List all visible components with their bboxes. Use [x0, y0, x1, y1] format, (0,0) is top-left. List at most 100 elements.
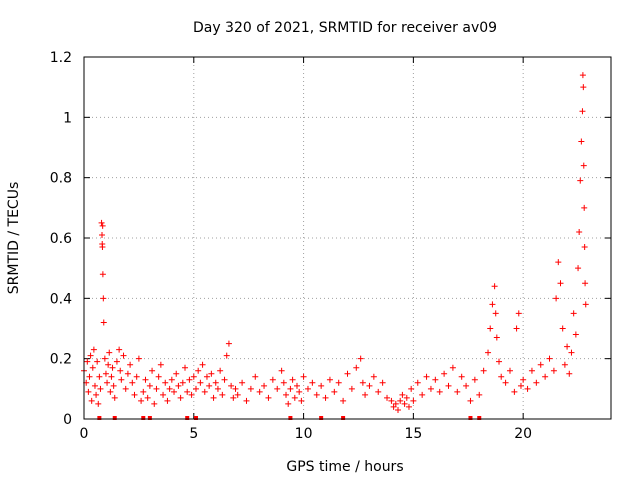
- data-point: [537, 361, 544, 368]
- data-point: [138, 397, 145, 404]
- data-point: [95, 400, 102, 407]
- data-point: [173, 370, 180, 377]
- data-point: [580, 162, 587, 169]
- y-tick-label: 1: [63, 110, 72, 126]
- data-point: [577, 177, 584, 184]
- data-point: [86, 373, 93, 380]
- data-point: [109, 364, 116, 371]
- plot-frame: [83, 56, 612, 420]
- data-point: [579, 108, 586, 115]
- baseline-marker: [97, 416, 102, 420]
- data-point: [578, 138, 585, 145]
- y-tick-label: 1.2: [50, 50, 72, 66]
- data-point: [357, 355, 364, 362]
- data-point: [463, 382, 470, 389]
- data-point: [432, 376, 439, 383]
- data-point: [487, 325, 494, 332]
- baseline-marker: [141, 416, 146, 420]
- data-point: [197, 379, 204, 386]
- data-point: [454, 388, 461, 395]
- data-point: [118, 376, 125, 383]
- x-tick-label: 0: [80, 426, 89, 442]
- data-point: [326, 376, 333, 383]
- data-point: [160, 391, 167, 398]
- data-point: [405, 403, 412, 410]
- data-point: [362, 391, 369, 398]
- data-point: [436, 388, 443, 395]
- axis-ticks: 0 5 10 15 20 0 0.2 0.4 0.6 0.8 1 1.2: [50, 50, 611, 442]
- data-point: [579, 72, 586, 79]
- data-point: [164, 397, 171, 404]
- data-point: [353, 364, 360, 371]
- data-point: [515, 310, 522, 317]
- data-point: [408, 385, 415, 392]
- data-point: [99, 231, 106, 238]
- data-point: [239, 379, 246, 386]
- data-point: [157, 361, 164, 368]
- data-point: [348, 385, 355, 392]
- data-point: [131, 391, 138, 398]
- baseline-marker: [193, 416, 198, 420]
- data-point: [492, 310, 499, 317]
- data-point: [506, 367, 513, 374]
- data-point: [289, 376, 296, 383]
- data-point: [340, 397, 347, 404]
- data-point: [278, 367, 285, 374]
- data-point: [423, 373, 430, 380]
- data-point: [265, 394, 272, 401]
- data-point: [100, 295, 107, 302]
- data-point: [171, 388, 178, 395]
- data-point: [566, 370, 573, 377]
- data-point: [234, 391, 241, 398]
- data-point: [496, 358, 503, 365]
- data-point: [111, 394, 118, 401]
- data-point: [568, 349, 575, 356]
- data-point: [441, 370, 448, 377]
- data-point: [99, 222, 106, 229]
- data-point: [203, 373, 210, 380]
- data-point: [542, 373, 549, 380]
- data-point: [309, 379, 316, 386]
- data-point: [162, 379, 169, 386]
- data-point: [175, 382, 182, 389]
- x-tick-label: 15: [404, 426, 422, 442]
- data-point: [89, 364, 96, 371]
- data-point: [208, 370, 215, 377]
- data-point: [93, 391, 100, 398]
- data-point: [581, 204, 588, 211]
- data-point: [498, 373, 505, 380]
- data-point: [300, 373, 307, 380]
- data-point: [517, 382, 524, 389]
- grid-lines: [84, 57, 611, 419]
- data-point: [127, 361, 134, 368]
- data-point: [410, 397, 417, 404]
- baseline-marker: [147, 416, 152, 420]
- data-point: [524, 385, 531, 392]
- data-point: [151, 400, 158, 407]
- data-point: [184, 388, 191, 395]
- data-point: [561, 361, 568, 368]
- data-point: [225, 340, 232, 347]
- data-point: [102, 370, 109, 377]
- baseline-marker: [112, 416, 117, 420]
- data-point: [344, 370, 351, 377]
- data-point: [107, 388, 114, 395]
- data-point: [283, 391, 290, 398]
- data-point: [186, 376, 193, 383]
- data-point: [124, 370, 131, 377]
- data-point: [546, 355, 553, 362]
- data-point: [140, 388, 147, 395]
- data-point: [304, 385, 311, 392]
- y-tick-label: 0.6: [50, 231, 72, 247]
- data-point: [427, 385, 434, 392]
- data-point: [318, 382, 325, 389]
- data-point: [553, 295, 560, 302]
- data-point: [106, 349, 113, 356]
- data-point: [564, 343, 571, 350]
- y-axis-label: SRMTID / TECUs: [6, 182, 22, 295]
- data-point: [256, 388, 263, 395]
- data-point: [403, 394, 410, 401]
- data-point: [480, 367, 487, 374]
- data-point: [550, 367, 557, 374]
